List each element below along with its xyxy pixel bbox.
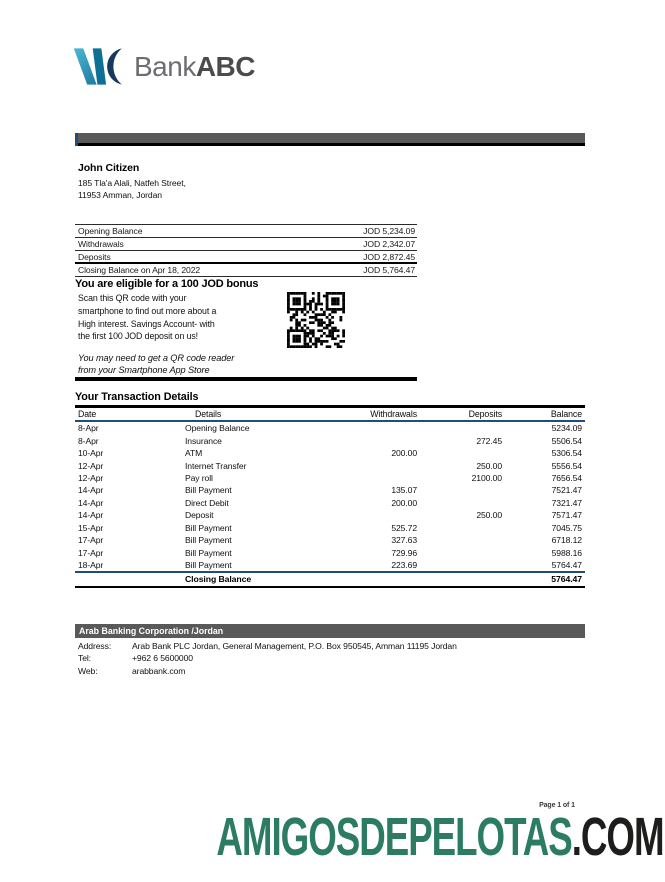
table-row: 14-Apr Direct Debit 200.00 7321.47 (78, 497, 582, 508)
summary-label: Closing Balance on Apr 18, 2022 (78, 265, 201, 275)
table-row: 17-Apr Bill Payment 729.96 5988.16 (78, 547, 582, 558)
bonus-body-line: High interest. Savings Account- with (78, 318, 215, 329)
table-header-rule (75, 419, 585, 422)
summary-row-closing: Closing Balance on Apr 18, 2022 JOD 5,76… (75, 264, 417, 277)
bonus-body-line: the first 100 JOD deposit on us! (78, 331, 199, 342)
table-row: 14-Apr Deposit 250.00 7571.47 (78, 510, 582, 521)
summary-label: Opening Balance (78, 226, 143, 236)
summary-value: JOD 5,234.09 (363, 226, 415, 236)
table-top-rule (75, 405, 585, 408)
footer-value: arabbank.com (132, 665, 186, 676)
footer-contact-info: Address: Arab Bank PLC Jordan, General M… (78, 640, 457, 677)
table-row: 8-Apr Insurance 272.45 5506.54 (78, 435, 582, 446)
transactions-body: 8-Apr Opening Balance 5234.09 8-Apr Insuranc… (75, 422, 585, 571)
col-header-withdrawals: Withdrawals (370, 408, 417, 419)
footer-label: Address: (78, 641, 112, 651)
bank-abc-logo-icon (73, 48, 122, 85)
bonus-heading: You are eligible for a 100 JOD bonus (75, 278, 259, 290)
summary-value: JOD 2,872.45 (363, 251, 415, 262)
summary-value: JOD 5,764.47 (363, 265, 415, 275)
customer-address-line2: 11953 Amman, Jordan (78, 190, 162, 200)
balance-summary: Opening Balance JOD 5,234.09 Withdrawals… (75, 224, 417, 277)
summary-label: Withdrawals (78, 239, 124, 249)
table-row: 18-Apr Bill Payment 223.69 5764.47 (78, 560, 582, 571)
watermark: AMIGOSDEPELOTAS.COM (216, 807, 665, 867)
transactions-heading: Your Transaction Details (75, 391, 199, 403)
table-header: Date Details Withdrawals Deposits Balanc… (75, 408, 585, 420)
closing-balance-value: 5764.47 (551, 574, 582, 584)
watermark-main: AMIGOSDEPELOTAS (216, 807, 573, 867)
col-header-deposits: Deposits (468, 408, 503, 419)
table-row: 10-Apr ATM 200.00 5306.54 (78, 448, 582, 459)
col-header-date: Date (78, 408, 97, 419)
bank-logo: BankABC (73, 44, 256, 89)
bonus-note: You may need to get a QR code reader fro… (78, 353, 234, 376)
bank-name: BankABC (134, 50, 256, 83)
footer-row-tel: Tel: +962 6 5600000 (78, 652, 457, 664)
qr-code-svg (287, 292, 346, 349)
table-row: 8-Apr Opening Balance 5234.09 (78, 423, 582, 434)
table-row: 12-Apr Internet Transfer 250.00 5556.54 (78, 460, 582, 471)
customer-address-line1: 185 Tla'a Alali, Natfeh Street, (78, 178, 186, 188)
summary-row-opening: Opening Balance JOD 5,234.09 (75, 225, 417, 238)
footer-row-web: Web: arabbank.com (78, 665, 457, 677)
footer-label: Web: (78, 665, 98, 676)
summary-row-deposits: Deposits JOD 2,872.45 (75, 251, 417, 264)
bonus-note-line: from your Smartphone App Store (78, 364, 210, 375)
footer-bank-bar: Arab Banking Corporation /Jordan (75, 624, 585, 638)
summary-value: JOD 2,342.07 (363, 239, 415, 249)
table-footer-rule (75, 571, 585, 573)
bonus-body-line: smartphone to find out more about a (78, 305, 217, 316)
qr-code-icon (287, 292, 346, 349)
section-divider (75, 377, 417, 381)
bank-name-bold: ABC (195, 50, 256, 82)
page-number: Page 1 of 1 (539, 802, 575, 809)
summary-row-withdrawals: Withdrawals JOD 2,342.07 (75, 238, 417, 251)
closing-balance-label: Closing Balance (185, 574, 252, 584)
bank-name-light: Bank (134, 50, 196, 82)
closing-balance-row: Closing Balance 5764.47 (75, 573, 585, 585)
watermark-suffix: .COM (572, 807, 665, 867)
table-row: 12-Apr Pay roll 2100.00 7656.54 (78, 472, 582, 483)
summary-label: Deposits (78, 251, 111, 262)
col-header-balance: Balance (550, 408, 582, 419)
customer-name: John Citizen (78, 162, 140, 174)
footer-value: +962 6 5600000 (132, 653, 193, 664)
header-divider-bar (75, 133, 585, 146)
table-row: 14-Apr Bill Payment 135.07 7521.47 (78, 485, 582, 496)
bonus-body-line: Scan this QR code with your (78, 293, 187, 303)
bonus-body: Scan this QR code with your smartphone t… (78, 292, 216, 343)
table-bottom-rule (75, 585, 585, 588)
table-row: 15-Apr Bill Payment 525.72 7045.75 (78, 522, 582, 533)
col-header-details: Details (195, 408, 222, 419)
footer-row-address: Address: Arab Bank PLC Jordan, General M… (78, 640, 457, 652)
bonus-note-line: You may need to get a QR code reader (78, 353, 235, 363)
footer-label: Tel: (78, 653, 91, 664)
table-row: 17-Apr Bill Payment 327.63 6718.12 (78, 535, 582, 546)
footer-value: Arab Bank PLC Jordan, General Management… (132, 641, 457, 651)
